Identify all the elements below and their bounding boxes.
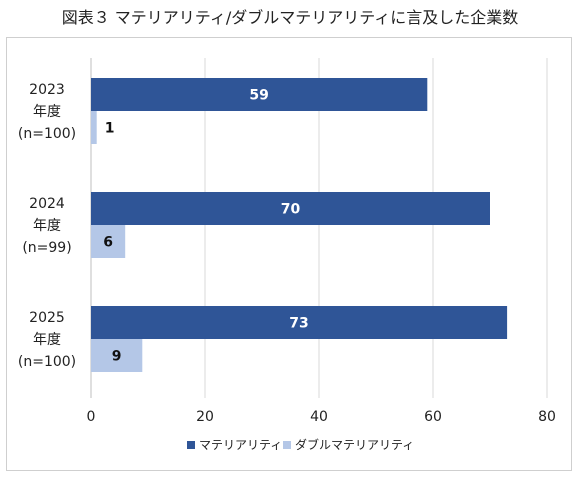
chart-frame xyxy=(6,37,572,471)
bar xyxy=(91,192,490,225)
data-label: 70 xyxy=(281,202,301,218)
category-label: 2023 xyxy=(29,82,65,98)
data-label: 73 xyxy=(289,316,308,332)
bar xyxy=(91,225,126,258)
x-tick-label: 80 xyxy=(538,409,556,425)
bar xyxy=(91,78,428,111)
data-label: 1 xyxy=(105,121,115,137)
x-tick-label: 40 xyxy=(310,409,328,425)
category-label: 年度 xyxy=(33,332,61,348)
x-tick-label: 60 xyxy=(424,409,442,425)
category-label: 年度 xyxy=(33,218,61,234)
bar xyxy=(91,111,97,144)
category-label: 2024 xyxy=(29,196,65,212)
legend-label: ダブルマテリアリティ xyxy=(295,437,414,452)
category-label: (n=99) xyxy=(22,240,71,256)
category-label: 2025 xyxy=(29,310,65,326)
category-label: 年度 xyxy=(33,104,61,120)
chart-title: 図表３ マテリアリティ/ダブルマテリアリティに言及した企業数 xyxy=(61,8,519,27)
data-label: 59 xyxy=(249,88,268,104)
category-label: (n=100) xyxy=(18,354,76,370)
data-label: 6 xyxy=(103,235,113,251)
category-label: (n=100) xyxy=(18,126,76,142)
legend-swatch xyxy=(187,441,195,449)
x-tick-label: 20 xyxy=(196,409,214,425)
data-label: 9 xyxy=(112,349,122,365)
bar xyxy=(91,339,143,372)
bar xyxy=(91,306,508,339)
legend-swatch xyxy=(283,441,291,449)
legend-label: マテリアリティ xyxy=(199,438,282,452)
x-tick-label: 0 xyxy=(87,409,96,425)
